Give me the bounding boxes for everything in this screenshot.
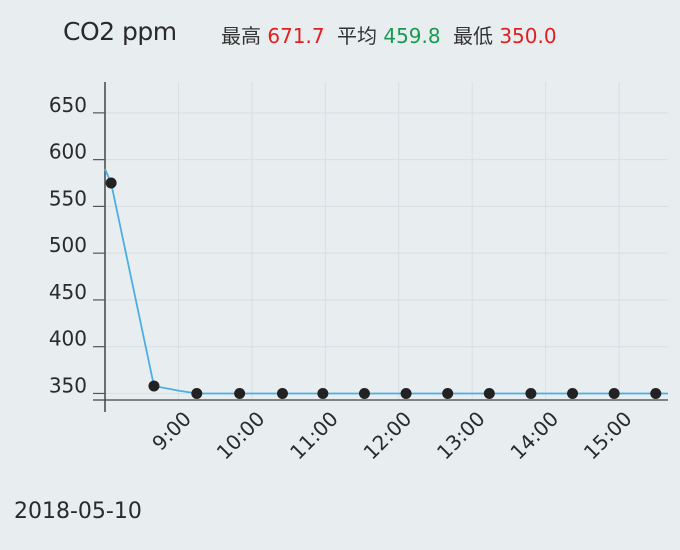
data-point <box>650 387 662 399</box>
avg-label: 平均 <box>336 24 377 48</box>
data-point <box>191 387 203 399</box>
data-point <box>358 387 370 399</box>
data-point <box>105 177 117 189</box>
y-tick-label: 400 <box>49 327 87 351</box>
min-value: 350.0 <box>499 24 557 48</box>
x-tick-label: 14:00 <box>505 407 563 465</box>
y-tick-label: 500 <box>49 233 87 257</box>
series-line <box>104 168 668 395</box>
y-tick-label: 550 <box>49 186 87 210</box>
chart-date: 2018-05-10 <box>14 499 142 524</box>
data-point <box>525 387 537 399</box>
y-tick-label: 450 <box>49 280 87 304</box>
x-tick-label: 12:00 <box>359 407 417 465</box>
data-point <box>608 387 620 399</box>
chart-header: CO2 ppm 最高 671.7 平均 459.8 最低 350.0 <box>0 0 680 70</box>
x-tick-label: 11:00 <box>285 407 343 465</box>
y-tick-label: 650 <box>49 93 87 117</box>
co2-series <box>104 168 668 399</box>
x-axis-ticks: 9:00 10:00 11:00 12:00 13:00 14:00 15:00 <box>147 407 636 465</box>
grid-lines <box>105 82 668 400</box>
min-label: 最低 <box>452 24 493 48</box>
data-point <box>483 387 495 399</box>
max-value: 671.7 <box>267 24 325 48</box>
data-point <box>276 387 288 399</box>
avg-value: 459.8 <box>383 24 441 48</box>
data-point <box>400 387 412 399</box>
x-tick-label: 15:00 <box>579 407 637 465</box>
chart-title: CO2 ppm <box>63 17 177 46</box>
data-point <box>567 387 579 399</box>
y-axis-ticks: 350 400 450 500 550 600 650 <box>49 93 105 397</box>
data-point <box>234 387 246 399</box>
y-tick-label: 600 <box>49 140 87 164</box>
data-point <box>148 380 160 392</box>
axes <box>93 82 668 412</box>
x-tick-label: 13:00 <box>432 407 490 465</box>
data-point <box>317 387 329 399</box>
y-tick-label: 350 <box>49 373 87 397</box>
data-point <box>442 387 454 399</box>
x-tick-label: 9:00 <box>147 407 196 456</box>
stats-summary: 最高 671.7 平均 459.8 最低 350.0 <box>221 20 563 49</box>
max-label: 最高 <box>221 24 261 48</box>
x-tick-label: 10:00 <box>212 407 270 465</box>
